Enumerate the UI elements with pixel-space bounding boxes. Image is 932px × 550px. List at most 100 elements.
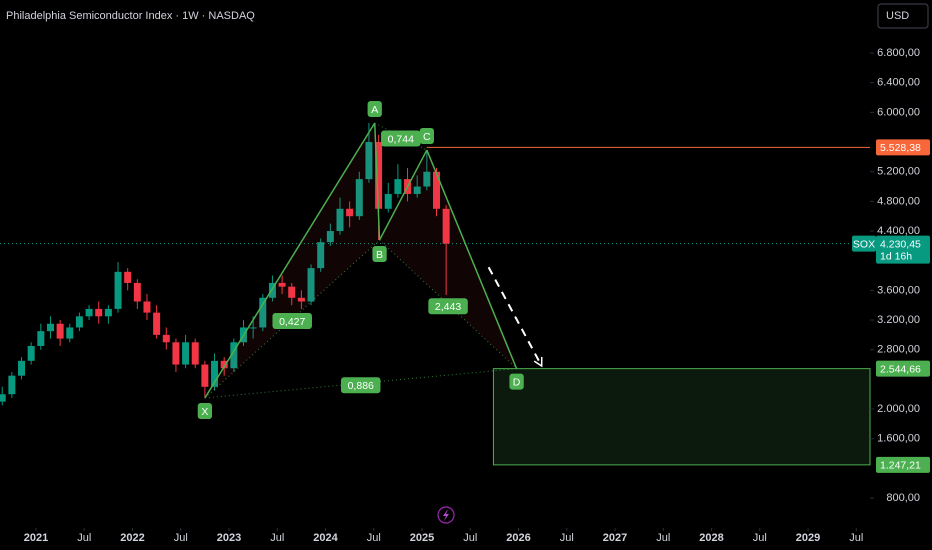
candle-body <box>172 342 180 365</box>
last-price-label: 4.230,45 <box>880 238 921 250</box>
candle-body <box>56 323 64 339</box>
y-tick-label: 800,00 <box>886 492 920 504</box>
candle-body <box>423 171 431 187</box>
candle-body <box>346 208 354 217</box>
candle-body <box>268 282 276 298</box>
x-tick-label: 2028 <box>699 532 723 544</box>
candle-body <box>133 282 141 302</box>
zone-bottom-tag: 1.247,21 <box>880 460 921 472</box>
candle-body <box>95 308 103 317</box>
candle-body <box>413 186 421 194</box>
y-tick-label: 3.200,00 <box>877 314 920 326</box>
candle-body <box>288 286 296 298</box>
chart-title: Philadelphia Semiconductor Index · 1W · … <box>6 10 255 22</box>
y-tick-label: 1.600,00 <box>877 433 920 445</box>
plot-area: 0,427 0,744 2,443 0,886 X A B C D <box>0 101 871 466</box>
point-label: D <box>513 376 521 388</box>
currency-label[interactable]: USD <box>886 10 909 22</box>
pattern-leg <box>204 122 376 399</box>
replay-icon[interactable] <box>437 506 455 524</box>
candle-body <box>375 142 383 209</box>
point-label-box <box>367 101 382 118</box>
zone-bottom-tag-box <box>876 456 930 473</box>
candle-body <box>37 331 45 346</box>
symbol-label: SOX <box>853 238 875 250</box>
ratio-label-box <box>340 377 381 394</box>
y-tick-label: 4.800,00 <box>877 195 920 207</box>
x-tick-label: Jul <box>77 532 91 544</box>
y-tick-label: 2.800,00 <box>877 344 920 356</box>
level-tag-box <box>876 139 930 156</box>
x-tick-label: Jul <box>753 532 767 544</box>
candle-body <box>182 342 190 365</box>
candle-body <box>27 345 35 361</box>
ratio-label: 0,886 <box>348 380 374 392</box>
point-label-box <box>197 402 213 419</box>
candle-body <box>249 327 257 329</box>
candle-body <box>143 301 151 313</box>
x-tick-label: Jul <box>270 532 284 544</box>
symbol-box <box>852 235 876 252</box>
point-label: X <box>201 406 208 418</box>
pattern-fill <box>379 150 517 369</box>
point-label: A <box>371 104 378 116</box>
point-label: B <box>376 249 383 261</box>
ratio-label: 2,443 <box>435 301 461 313</box>
pattern-leg <box>426 149 518 369</box>
y-tick-label: 2.000,00 <box>877 403 920 415</box>
countdown-label: 1d 16h <box>880 250 912 262</box>
candle-body <box>124 271 132 283</box>
ratio-label: 0,744 <box>388 133 414 145</box>
x-tick-label: 2029 <box>796 532 820 544</box>
point-label: C <box>423 131 431 143</box>
candle-body <box>201 364 209 387</box>
candle-body <box>432 171 440 209</box>
target-zone <box>492 368 871 466</box>
candle-body <box>8 375 16 395</box>
candle-body <box>384 193 392 209</box>
ratio-line <box>379 239 517 369</box>
y-tick-label: 3.600,00 <box>877 284 920 296</box>
point-label-box <box>372 246 387 263</box>
y-tick-label: 6.800,00 <box>877 47 920 59</box>
candle-body <box>230 342 238 369</box>
icon-bolt[interactable] <box>443 509 449 521</box>
ratio-line <box>204 239 380 399</box>
candle-body <box>85 308 93 317</box>
x-tick-label: 2023 <box>217 532 241 544</box>
x-tick-label: 2021 <box>24 532 48 544</box>
pattern-leg <box>373 123 381 241</box>
candle-body <box>18 360 26 376</box>
ratio-label-box <box>272 312 312 329</box>
candle-body <box>307 268 315 302</box>
candle-body <box>153 312 161 335</box>
pattern-leg <box>378 149 428 241</box>
x-tick-label: Jul <box>367 532 381 544</box>
candle-body <box>326 231 334 243</box>
arrow-head <box>533 357 543 368</box>
y-tick-label: 5.200,00 <box>877 166 920 178</box>
zone-top-tag: 2.544,66 <box>880 363 921 375</box>
candle-body <box>365 142 373 180</box>
candle-body <box>297 297 305 302</box>
y-tick-label: 6.400,00 <box>877 77 920 89</box>
x-tick-label: 2022 <box>120 532 144 544</box>
candle-body <box>336 208 344 232</box>
candle-body <box>114 271 122 309</box>
candle-body <box>211 360 219 387</box>
ratio-label-box <box>428 298 468 315</box>
projection-arrow <box>487 266 543 367</box>
candle-body <box>278 282 286 287</box>
candle-body <box>394 179 402 194</box>
x-tick-label: 2026 <box>506 532 530 544</box>
icon-circle[interactable] <box>437 506 455 524</box>
currency-button[interactable] <box>877 3 929 29</box>
candle-body <box>162 334 170 343</box>
pattern-fill <box>204 123 380 398</box>
point-label-box <box>509 373 524 390</box>
y-tick-label: 6.000,00 <box>877 106 920 118</box>
x-tick-label: Jul <box>560 532 574 544</box>
x-tick-label: Jul <box>174 532 188 544</box>
candle-body <box>0 394 6 402</box>
